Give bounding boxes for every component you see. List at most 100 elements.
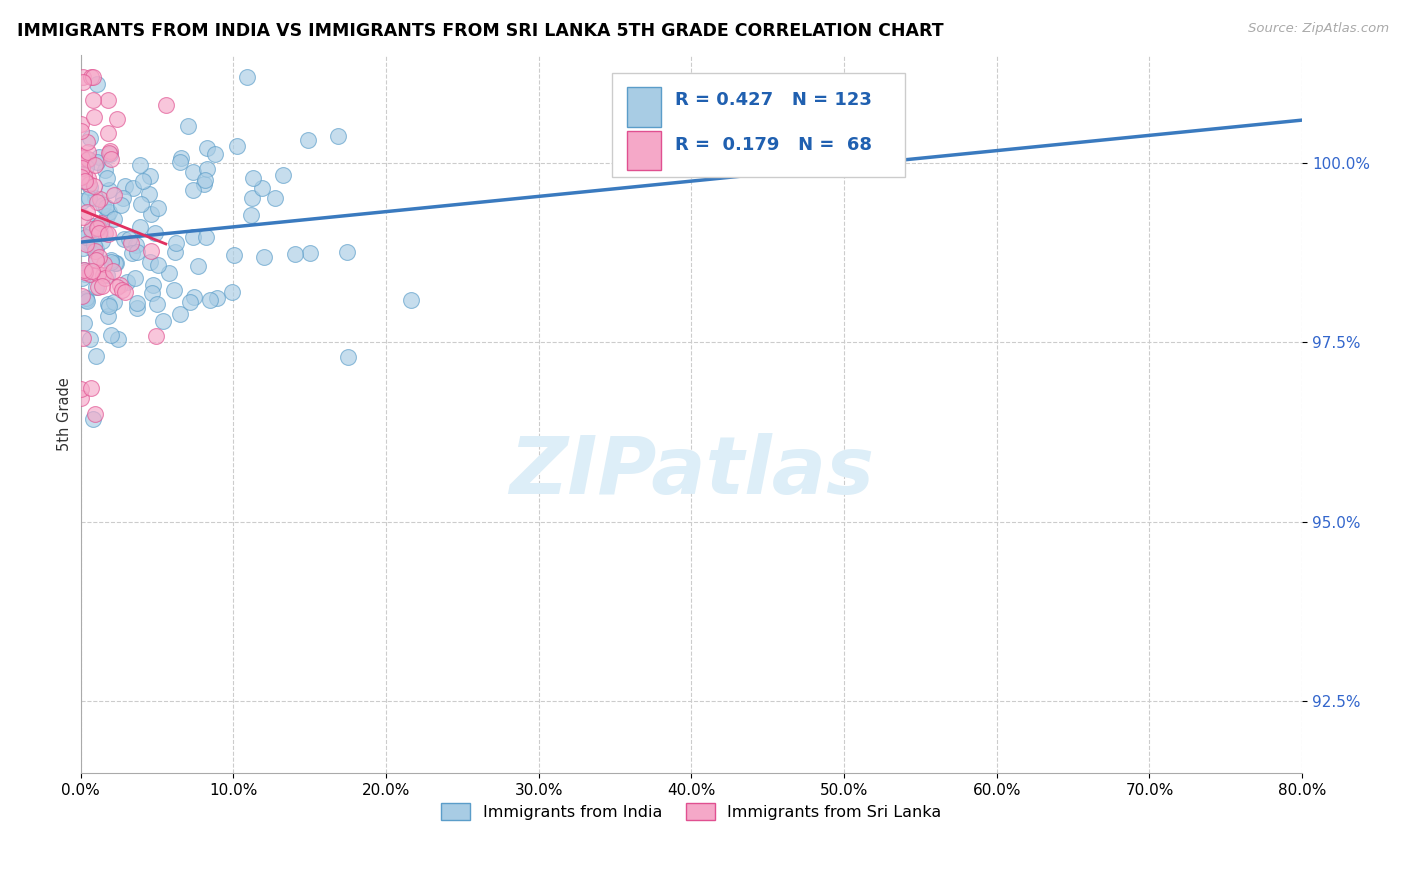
Point [84, 242, 107, 256]
Point [165, 236, 187, 251]
Point [70, 161, 93, 176]
Point [82, 93, 104, 107]
Point [84, 251, 107, 265]
Point [169, 307, 191, 321]
Point [100, 327, 122, 342]
Point [107, 332, 129, 346]
Point [132, 173, 155, 187]
Text: IMMIGRANTS FROM INDIA VS IMMIGRANTS FROM SRI LANKA 5TH GRADE CORRELATION CHART: IMMIGRANTS FROM INDIA VS IMMIGRANTS FROM… [17, 22, 943, 40]
Point [75, 293, 97, 308]
Point [337, 350, 360, 364]
Point [86, 220, 108, 235]
Point [90, 216, 112, 230]
Point [72, 330, 94, 344]
Point [264, 192, 287, 206]
Point [87, 226, 110, 240]
Point [72, 289, 94, 303]
Point [163, 244, 186, 259]
Point [98, 145, 121, 160]
Point [87, 150, 110, 164]
Point [103, 187, 125, 202]
Point [222, 248, 245, 262]
Point [89, 226, 111, 240]
Point [105, 112, 128, 126]
Point [96, 268, 118, 282]
Point [146, 201, 169, 215]
Point [108, 278, 131, 293]
Point [76, 153, 98, 168]
Point [83, 244, 105, 259]
Point [252, 180, 274, 194]
Point [146, 297, 169, 311]
Point [193, 177, 215, 191]
Point [83, 191, 105, 205]
Point [271, 169, 294, 183]
Point [97, 227, 120, 241]
Point [84, 349, 107, 363]
Point [336, 244, 359, 259]
Point [221, 285, 243, 300]
Point [124, 270, 146, 285]
Point [100, 153, 122, 167]
Point [104, 256, 127, 270]
Point [97, 309, 120, 323]
Point [70, 227, 93, 242]
Point [73, 174, 96, 188]
Point [75, 236, 97, 251]
Point [100, 252, 122, 267]
Point [73, 262, 96, 277]
Point [76, 204, 98, 219]
Point [84, 157, 107, 171]
Point [118, 232, 141, 246]
Point [72, 70, 94, 84]
Point [82, 412, 104, 426]
Point [157, 267, 180, 281]
Point [94, 200, 117, 214]
Point [83, 237, 105, 252]
FancyBboxPatch shape [627, 87, 661, 127]
Point [155, 97, 177, 112]
Point [82, 264, 104, 278]
Point [70, 382, 93, 396]
Point [98, 205, 121, 219]
Text: R =  0.179   N =  68: R = 0.179 N = 68 [675, 136, 873, 154]
Point [121, 181, 143, 195]
Point [91, 279, 114, 293]
Point [124, 237, 146, 252]
Point [87, 280, 110, 294]
Point [110, 198, 132, 212]
Text: R = 0.427   N = 123: R = 0.427 N = 123 [675, 91, 872, 110]
Point [75, 267, 97, 281]
Point [73, 265, 96, 279]
Point [73, 262, 96, 277]
Point [79, 177, 101, 191]
Point [75, 230, 97, 244]
Point [115, 275, 138, 289]
Text: ZIPatlas: ZIPatlas [509, 433, 875, 510]
Point [77, 145, 100, 160]
Point [70, 170, 93, 185]
FancyBboxPatch shape [612, 73, 905, 178]
Point [163, 283, 186, 297]
Point [86, 195, 108, 210]
Point [284, 247, 307, 261]
Point [98, 146, 121, 161]
Point [195, 141, 218, 155]
Point [93, 163, 115, 178]
Point [120, 235, 142, 250]
Point [195, 162, 218, 177]
Point [142, 278, 165, 293]
Point [80, 222, 103, 236]
Point [105, 280, 128, 294]
Point [236, 70, 259, 84]
Point [97, 183, 120, 197]
Point [76, 293, 98, 308]
Text: Source: ZipAtlas.com: Source: ZipAtlas.com [1249, 22, 1389, 36]
Point [179, 295, 201, 310]
Point [79, 332, 101, 346]
Point [91, 234, 114, 248]
Point [91, 268, 114, 283]
Point [76, 152, 98, 166]
Point [242, 192, 264, 206]
Point [177, 119, 200, 133]
